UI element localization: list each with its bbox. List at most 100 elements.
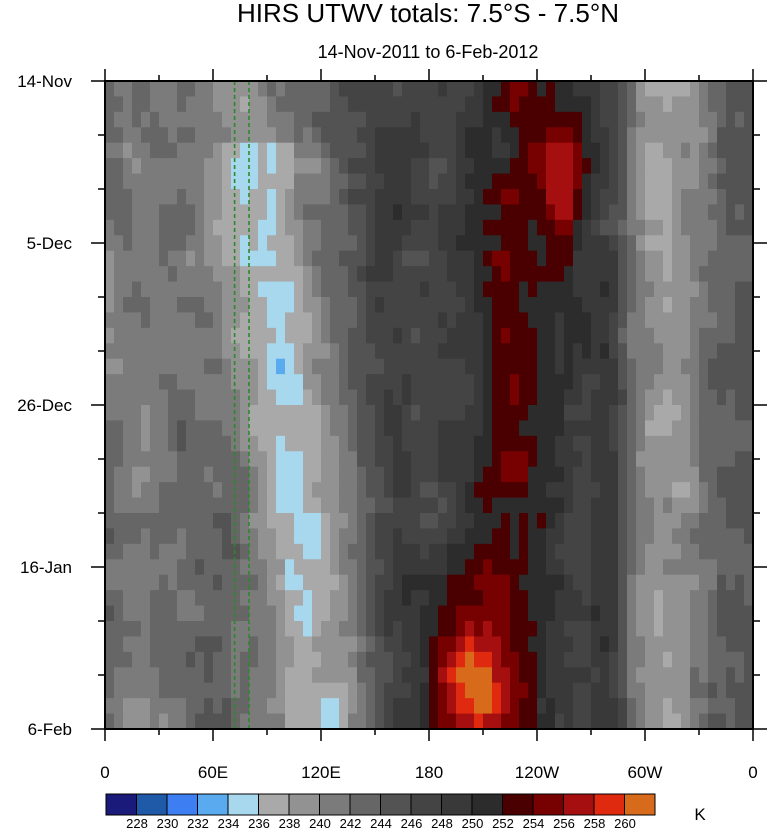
heatmap-cell xyxy=(420,590,430,607)
heatmap-cell xyxy=(339,651,349,668)
heatmap-cell xyxy=(222,667,232,684)
heatmap-cell xyxy=(528,435,538,452)
heatmap-cell xyxy=(195,651,205,668)
heatmap-cell xyxy=(213,574,223,591)
heatmap-cell xyxy=(168,158,178,175)
heatmap-cell xyxy=(717,574,727,591)
heatmap-cell xyxy=(744,297,753,314)
heatmap-cell xyxy=(258,204,268,221)
heatmap-cell xyxy=(744,127,753,144)
heatmap-cell xyxy=(330,636,340,653)
heatmap-cell xyxy=(690,250,700,267)
heatmap-cell xyxy=(501,327,511,344)
heatmap-cell xyxy=(600,96,610,113)
heatmap-cell xyxy=(267,621,277,638)
heatmap-cell xyxy=(348,96,358,113)
heatmap-cell xyxy=(636,590,646,607)
heatmap-cell xyxy=(276,482,286,499)
heatmap-cell xyxy=(690,667,700,684)
heatmap-cell xyxy=(456,127,466,144)
heatmap-cell xyxy=(735,667,745,684)
heatmap-cell xyxy=(384,698,394,715)
heatmap-cell xyxy=(159,235,169,252)
heatmap-cell xyxy=(312,667,322,684)
heatmap-cell xyxy=(447,358,457,375)
heatmap-cell xyxy=(645,605,655,622)
heatmap-cell xyxy=(510,81,520,98)
heatmap-cell xyxy=(618,219,628,236)
heatmap-cell xyxy=(420,528,430,545)
heatmap-cell xyxy=(213,636,223,653)
heatmap-cell xyxy=(483,420,493,437)
heatmap-cell xyxy=(591,682,601,699)
heatmap-cell xyxy=(699,204,709,221)
heatmap-cell xyxy=(663,81,673,98)
heatmap-cell xyxy=(519,651,529,668)
heatmap-cell xyxy=(150,528,160,545)
heatmap-cell xyxy=(204,590,214,607)
heatmap-cell xyxy=(213,374,223,391)
heatmap-cell xyxy=(348,451,358,468)
heatmap-cell xyxy=(339,605,349,622)
heatmap-cell xyxy=(150,81,160,98)
heatmap-cell xyxy=(132,235,142,252)
heatmap-cell xyxy=(717,497,727,514)
heatmap-cell xyxy=(348,559,358,576)
heatmap-cell xyxy=(393,651,403,668)
heatmap-cell xyxy=(420,605,430,622)
heatmap-cell xyxy=(402,111,412,128)
heatmap-cell xyxy=(429,312,439,329)
heatmap-cell xyxy=(699,81,709,98)
heatmap-cell xyxy=(456,559,466,576)
heatmap-cell xyxy=(483,405,493,422)
heatmap-cell xyxy=(645,266,655,283)
heatmap-cell xyxy=(726,173,736,190)
heatmap-cell xyxy=(465,574,475,591)
heatmap-cell xyxy=(348,374,358,391)
heatmap-cell xyxy=(483,158,493,175)
heatmap-cell xyxy=(330,158,340,175)
heatmap-cell xyxy=(555,219,565,236)
heatmap-cell xyxy=(627,636,637,653)
heatmap-cell xyxy=(627,605,637,622)
heatmap-cell xyxy=(195,158,205,175)
heatmap-cell xyxy=(411,559,421,576)
heatmap-cell xyxy=(249,482,259,499)
heatmap-cell xyxy=(276,574,286,591)
heatmap-cell xyxy=(105,698,115,715)
heatmap-cell xyxy=(132,142,142,159)
heatmap-cell xyxy=(717,127,727,144)
heatmap-cell xyxy=(510,482,520,499)
heatmap-cell xyxy=(186,158,196,175)
heatmap-cell xyxy=(258,374,268,391)
heatmap-cell xyxy=(663,667,673,684)
heatmap-cell xyxy=(654,543,664,560)
heatmap-cell xyxy=(132,96,142,113)
heatmap-cell xyxy=(159,590,169,607)
heatmap-cell xyxy=(717,389,727,406)
heatmap-cell xyxy=(654,713,664,729)
heatmap-cell xyxy=(438,528,448,545)
heatmap-cell xyxy=(528,713,538,729)
heatmap-cell xyxy=(141,698,151,715)
heatmap-cell xyxy=(141,374,151,391)
heatmap-cell xyxy=(573,482,583,499)
heatmap-cell xyxy=(654,327,664,344)
heatmap-cell xyxy=(339,636,349,653)
heatmap-cell xyxy=(456,543,466,560)
heatmap-cell xyxy=(177,698,187,715)
heatmap-cell xyxy=(510,297,520,314)
heatmap-cell xyxy=(132,219,142,236)
heatmap-cell xyxy=(384,636,394,653)
heatmap-cell xyxy=(690,482,700,499)
heatmap-cell xyxy=(447,621,457,638)
heatmap-cell xyxy=(438,574,448,591)
heatmap-cell xyxy=(465,111,475,128)
heatmap-cell xyxy=(249,312,259,329)
heatmap-cell xyxy=(303,189,313,206)
heatmap-cell xyxy=(519,189,529,206)
heatmap-cell xyxy=(510,312,520,329)
heatmap-cell xyxy=(600,651,610,668)
heatmap-cell xyxy=(654,590,664,607)
heatmap-cell xyxy=(501,482,511,499)
